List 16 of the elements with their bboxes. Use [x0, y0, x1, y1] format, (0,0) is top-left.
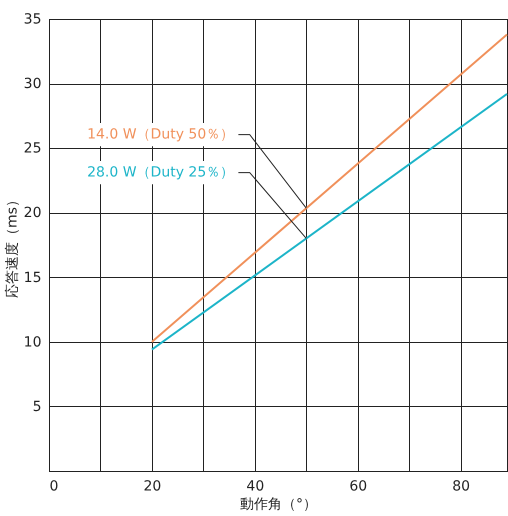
x-tick-label: 40	[246, 478, 264, 494]
y-tick-label: 20	[24, 205, 42, 222]
text: 14.0 W（Duty 50％）	[87, 126, 234, 143]
y-tick-label: 10	[24, 334, 42, 350]
y-tick-label: 35	[24, 12, 42, 28]
y-tick-label: 30	[24, 76, 42, 92]
x-axis-title: 動作角（°）	[240, 496, 317, 512]
y-axis-title: 応答速度（ms）	[4, 193, 21, 298]
text: 28.0 W（Duty 25％）	[87, 164, 234, 181]
y-tick-label: 5	[32, 398, 42, 415]
y-tick-label: 15	[24, 270, 42, 286]
x-tick-label: 80	[452, 478, 470, 494]
x-tick-label: 0	[50, 478, 58, 494]
y-tick-label: 25	[24, 140, 42, 157]
x-tick-label: 60	[349, 478, 368, 494]
x-tick-label: 20	[144, 478, 162, 494]
